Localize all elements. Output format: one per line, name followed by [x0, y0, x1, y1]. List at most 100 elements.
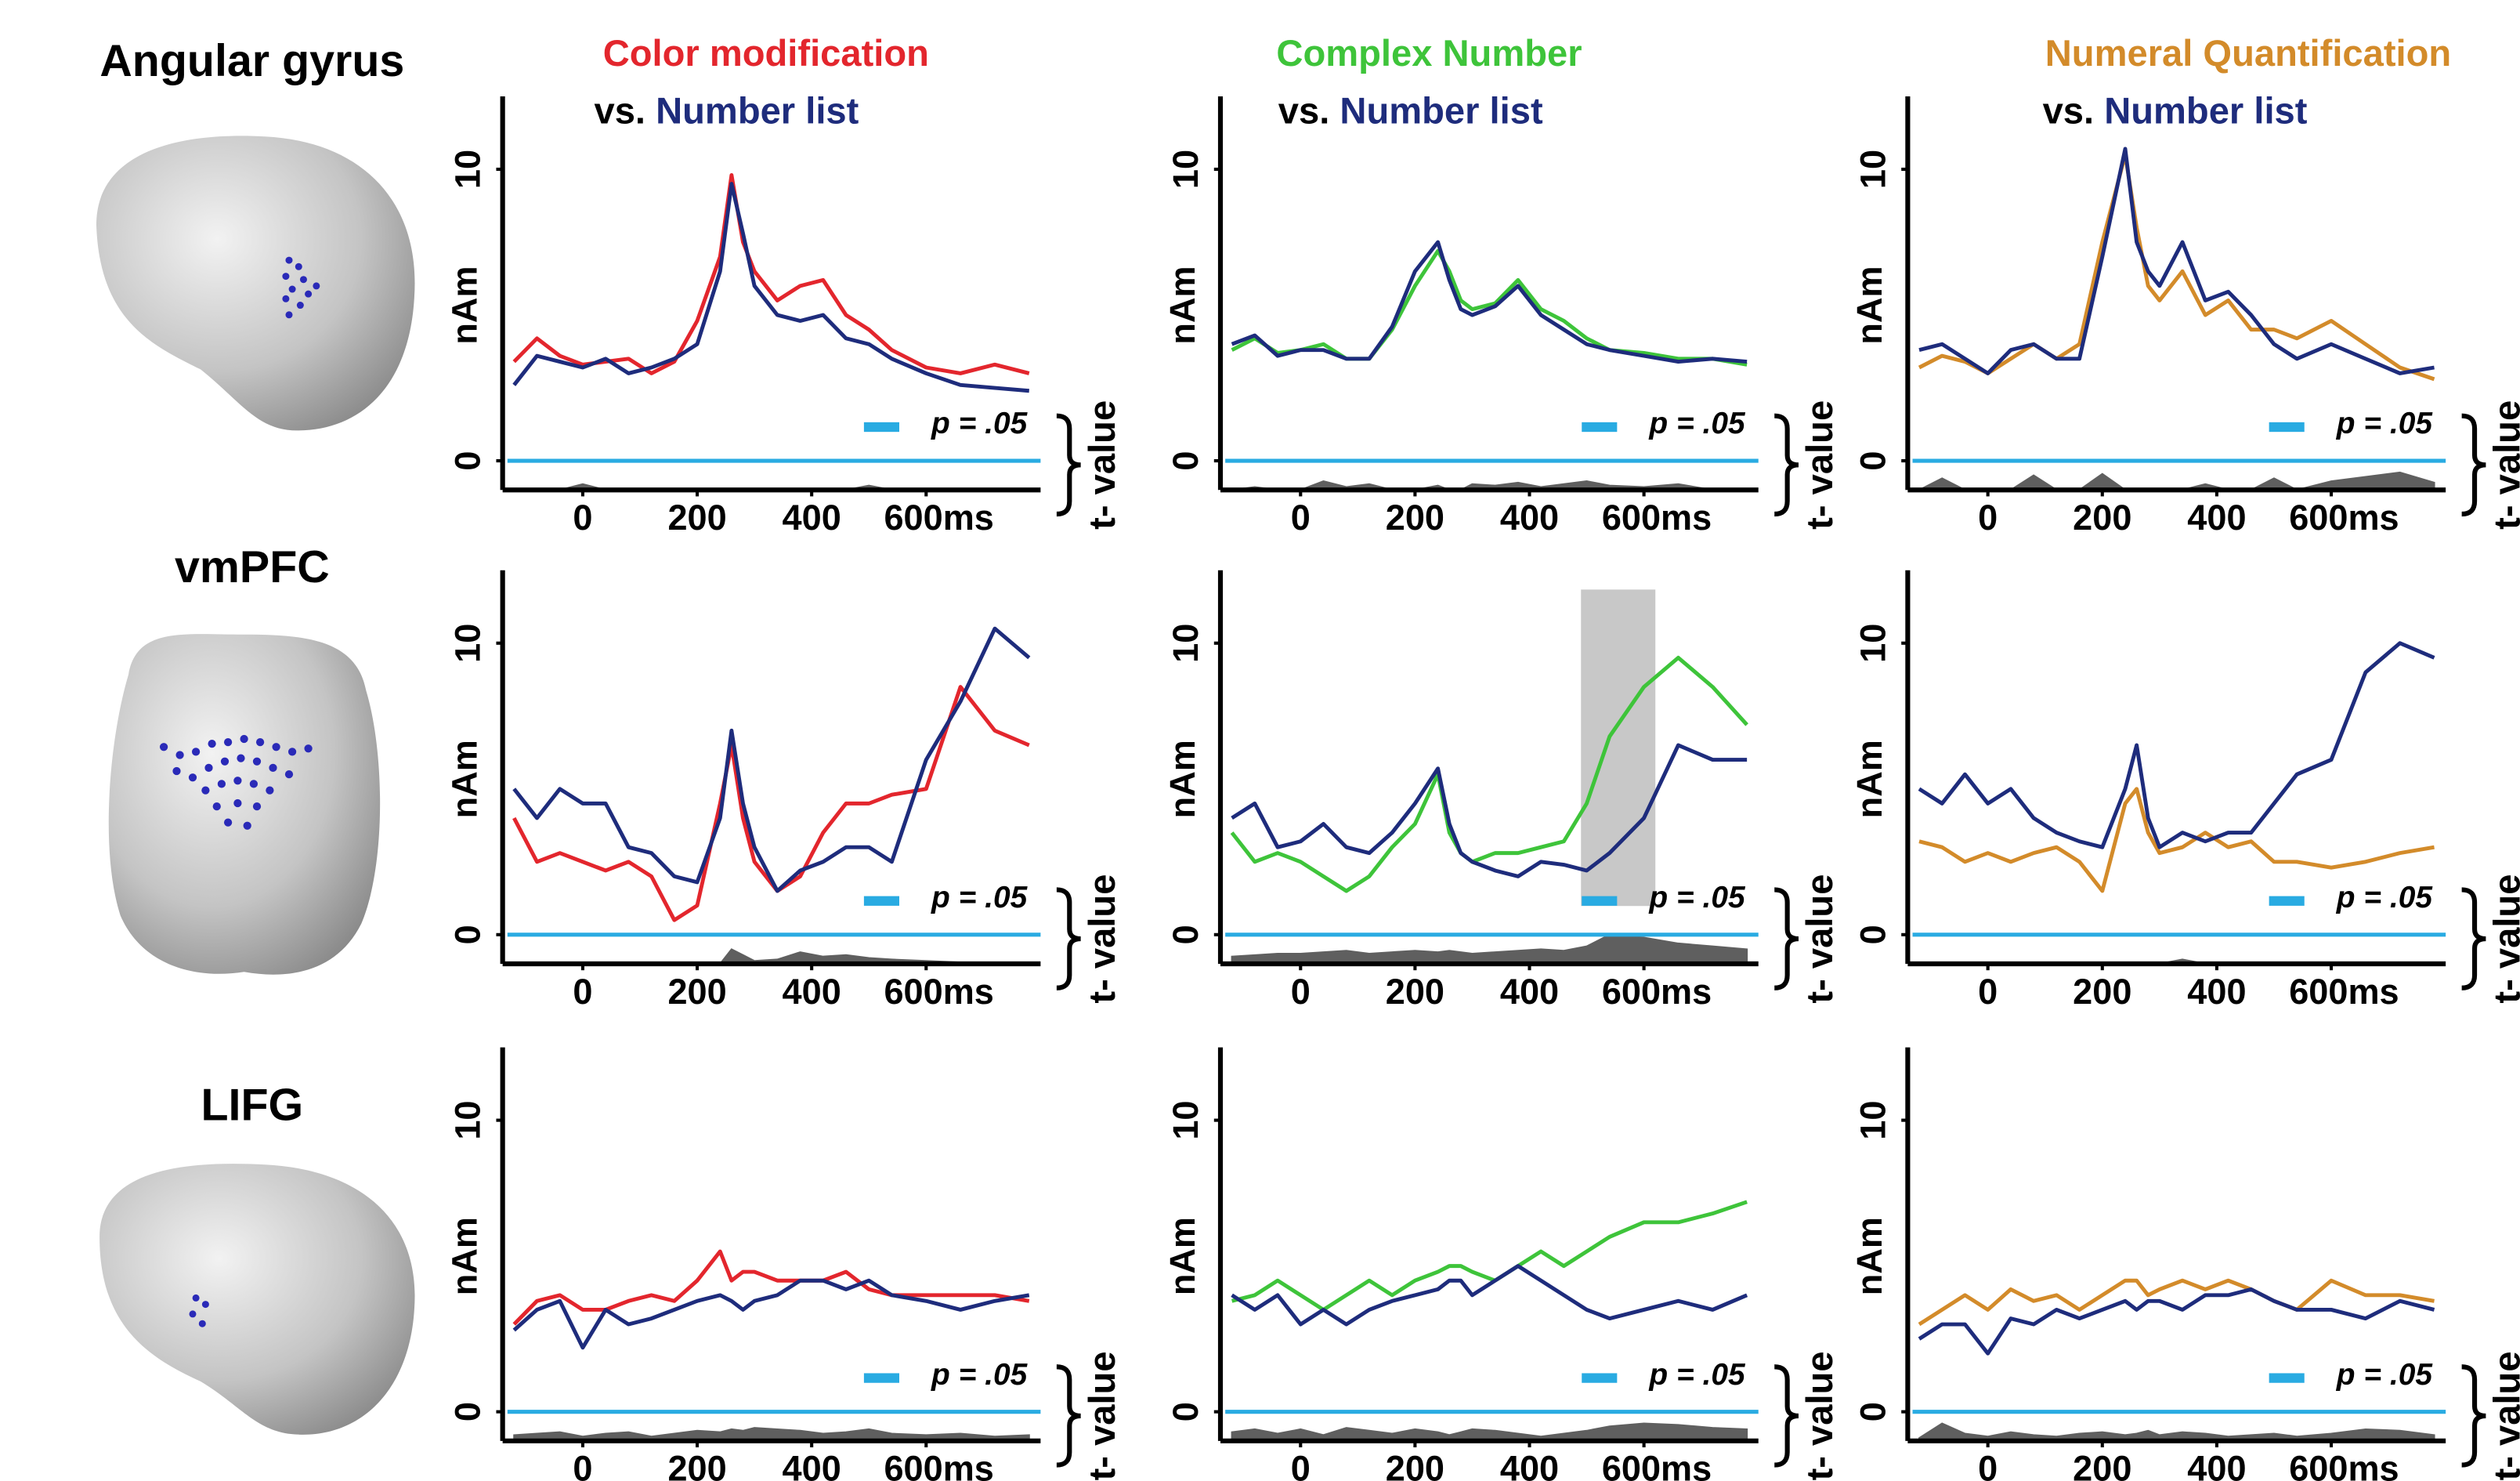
x-tick-label: 400 — [783, 1449, 841, 1481]
series-line — [1230, 655, 1748, 893]
series-line — [512, 1249, 1030, 1326]
x-tick-label: 0 — [1978, 972, 1998, 1012]
series-line — [1918, 147, 2435, 375]
x-tick-label: 200 — [667, 1449, 726, 1481]
y-tick-label: 10 — [1853, 624, 1893, 663]
x-tick-label: 0 — [1291, 498, 1311, 538]
series-line — [512, 626, 1031, 893]
t-bracket — [1056, 887, 1081, 990]
versus: vs. — [1278, 90, 1330, 132]
series-line — [1231, 1200, 1748, 1312]
x-tick-label: 400 — [2187, 972, 2246, 1012]
legend-marker — [863, 422, 899, 433]
y-tick-label: 10 — [1166, 150, 1206, 189]
x-tick-label: 200 — [2073, 972, 2131, 1012]
series-line — [512, 1278, 1030, 1350]
row-label: Angular gyrus — [99, 36, 404, 86]
x-tick-label: 600ms — [1602, 972, 1712, 1012]
legend-label: p = .05 — [931, 881, 1029, 914]
highlight-window — [1581, 589, 1656, 907]
brain-lifg — [99, 1164, 415, 1435]
y-axis-label: nAm — [1162, 740, 1202, 818]
y-axis-label: nAm — [444, 266, 484, 344]
t-value-area — [1918, 471, 2435, 491]
brain-angular-gyrus — [96, 136, 415, 431]
column-title: Numeral Quantification — [2045, 32, 2451, 74]
x-tick-label: 600ms — [884, 498, 993, 538]
x-tick-label: 0 — [573, 972, 592, 1012]
t-bracket — [2461, 1364, 2486, 1468]
x-tick-label: 600ms — [2289, 498, 2399, 538]
y-tick-label: 0 — [448, 451, 488, 471]
x-tick-label: 400 — [783, 498, 841, 538]
x-tick-label: 200 — [667, 972, 726, 1012]
baseline-name: Number list — [1340, 90, 1543, 132]
t-value-area — [1231, 933, 1748, 965]
y-tick-label: 0 — [448, 925, 488, 944]
series-line — [1231, 240, 1748, 364]
versus: vs. — [594, 90, 645, 132]
x-tick-label: 200 — [2073, 498, 2131, 538]
t-bracket — [2461, 413, 2486, 517]
x-tick-label: 400 — [1500, 972, 1559, 1012]
legend-label: p = .05 — [1648, 1358, 1746, 1392]
y-axis-label: nAm — [444, 1217, 484, 1295]
legend-label: p = .05 — [1648, 881, 1746, 914]
versus: vs. — [2043, 90, 2095, 132]
x-tick-label: 400 — [1500, 1449, 1559, 1481]
t-bracket — [1056, 413, 1081, 517]
y-tick-label: 10 — [448, 624, 488, 663]
t-value-area — [1231, 1422, 1748, 1442]
y2-axis-label: t- value — [1081, 874, 1123, 1004]
legend-label: p = .05 — [2336, 1358, 2434, 1392]
x-tick-label: 0 — [1291, 972, 1311, 1012]
series-line — [512, 182, 1029, 393]
y-tick-label: 0 — [1166, 451, 1206, 471]
x-tick-label: 0 — [1978, 1449, 1998, 1481]
series-line — [1231, 1264, 1748, 1327]
x-tick-label: 0 — [1978, 498, 1998, 538]
t-bracket — [1774, 413, 1799, 517]
y-tick-label: 0 — [1853, 451, 1893, 471]
t-bracket — [1774, 1364, 1799, 1468]
x-tick-label: 200 — [1386, 1449, 1444, 1481]
y2-axis-label: t- value — [1799, 874, 1840, 1004]
x-tick-label: 600ms — [2289, 1449, 2399, 1481]
legend-marker — [2269, 1373, 2305, 1383]
legend-marker — [863, 896, 899, 906]
y-tick-label: 10 — [1853, 1101, 1893, 1140]
column-subtitle: vs. Number list — [2043, 90, 2308, 132]
y-axis-label: nAm — [1162, 266, 1202, 344]
x-tick-label: 600ms — [884, 972, 993, 1012]
y2-axis-label: t- value — [2486, 874, 2520, 1004]
y2-axis-label: t- value — [2486, 1351, 2520, 1480]
y-tick-label: 10 — [1166, 624, 1206, 663]
y-tick-label: 0 — [448, 1402, 488, 1421]
legend-label: p = .05 — [931, 407, 1029, 440]
brain-vmpfc — [108, 634, 381, 975]
y-axis-label: nAm — [1849, 1217, 1889, 1295]
x-tick-label: 0 — [1291, 1449, 1311, 1481]
x-tick-label: 600ms — [1602, 498, 1712, 538]
t-value-area — [1918, 1422, 2435, 1442]
column-title: Color modification — [603, 32, 929, 74]
x-tick-label: 200 — [2073, 1449, 2131, 1481]
y2-axis-label: t- value — [1081, 1351, 1123, 1480]
row-label: vmPFC — [175, 542, 330, 592]
y2-axis-label: t- value — [1799, 1351, 1840, 1480]
x-tick-label: 600ms — [2289, 972, 2399, 1012]
x-tick-label: 0 — [573, 498, 592, 538]
x-tick-label: 600ms — [1602, 1449, 1712, 1481]
x-tick-label: 600ms — [884, 1449, 993, 1481]
y-tick-label: 0 — [1166, 1402, 1206, 1421]
x-tick-label: 400 — [783, 972, 841, 1012]
y-tick-label: 0 — [1853, 1402, 1893, 1421]
column-subtitle: vs. Number list — [594, 90, 859, 132]
baseline-name: Number list — [2104, 90, 2308, 132]
legend-marker — [863, 1373, 899, 1383]
series-line — [512, 172, 1030, 375]
series-line — [1918, 152, 2435, 382]
column-subtitle: vs. Number list — [1278, 90, 1543, 132]
